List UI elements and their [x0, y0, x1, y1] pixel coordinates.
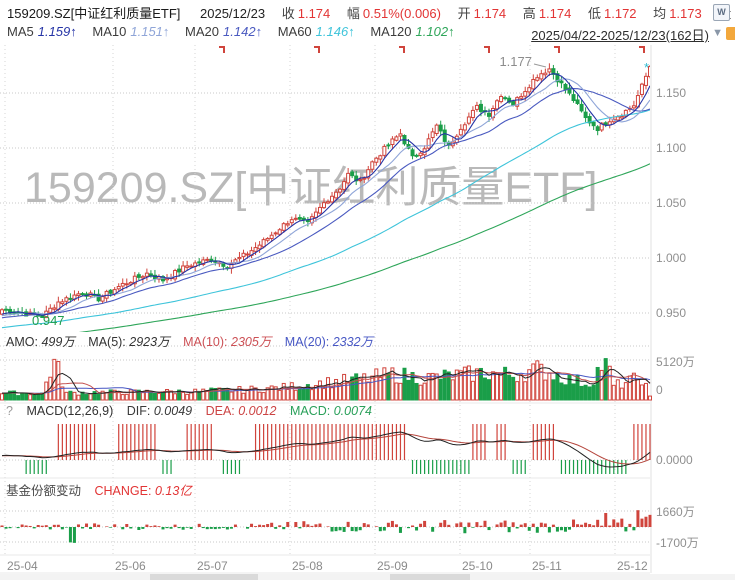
- field-open-label: 开: [457, 6, 471, 21]
- ma5-label: MA5: [7, 24, 34, 39]
- field-open-value: 1.174: [473, 6, 507, 21]
- share-tick-min: -1700万: [656, 536, 699, 550]
- ma120-value: 1.102↑: [415, 24, 455, 39]
- x-label-2512: 25-12: [617, 559, 648, 573]
- chevron-down-icon[interactable]: ▼: [712, 27, 723, 39]
- app-header: 159209.SZ[中证红利质量ETF] 2025/12/23 收 1.174 幅…: [7, 3, 731, 22]
- macd-panel-header: ? MACD(12,26,9) DIF: 0.0049 DEA: 0.0012 …: [6, 404, 382, 418]
- share-tick-max: 1660万: [656, 505, 695, 519]
- x-label-2506: 25-06: [115, 559, 146, 573]
- period-high-label: 1.177: [499, 54, 532, 69]
- last-price-marker: *: [644, 60, 649, 75]
- field-close-value: 1.174: [297, 6, 331, 21]
- field-avg-value: 1.173: [669, 6, 702, 21]
- field-high-label: 高: [522, 6, 536, 21]
- x-label-2507: 25-07: [197, 559, 228, 573]
- x-label-2508: 25-08: [292, 559, 323, 573]
- trade-date: 2025/12/23: [200, 6, 266, 21]
- field-change-value: 0.51%(0.006): [362, 6, 441, 21]
- macd-title: MACD(12,26,9): [26, 404, 114, 418]
- share-change-value: CHANGE: 0.13亿: [94, 484, 192, 498]
- macd-tick-zero: 0.0000: [656, 453, 693, 467]
- share-title: 基金份额变动: [6, 484, 82, 498]
- field-avg-label: 均: [653, 6, 667, 21]
- amo-label: AMO: 499万: [6, 335, 75, 349]
- x-label-2504: 25-04: [7, 559, 38, 573]
- ma5-value: 1.159↑: [37, 24, 77, 39]
- stock-title: 159209.SZ[中证红利质量ETF]: [7, 6, 181, 21]
- ma120-label: MA120: [370, 24, 412, 39]
- scrollbar-thumb[interactable]: [390, 574, 470, 580]
- scrollbar-thumb[interactable]: [150, 574, 258, 580]
- volume-tick-zero: 0: [656, 383, 663, 397]
- price-tick-1150: 1.150: [656, 86, 687, 100]
- ma10-label: MA10: [92, 24, 127, 39]
- gold-badge-icon[interactable]: [726, 27, 735, 40]
- x-label-2509: 25-09: [377, 559, 408, 573]
- vol-ma10: MA(10): 2305万: [183, 335, 272, 349]
- price-tick-1000: 1.000: [656, 251, 687, 265]
- vol-ma5: MA(5): 2923万: [88, 335, 170, 349]
- field-low-value: 1.172: [604, 6, 637, 21]
- help-icon[interactable]: ?: [6, 404, 13, 418]
- watermark-text: 159209.SZ[中证红利质量ETF]: [24, 164, 598, 212]
- horizontal-scrollbar[interactable]: [0, 574, 735, 580]
- x-label-2511: 25-11: [532, 559, 562, 573]
- macd-value: MACD: 0.0074: [289, 404, 372, 418]
- dif-value: DIF: 0.0049: [126, 404, 193, 418]
- volume-panel-header: AMO: 499万 MA(5): 2923万 MA(10): 2305万 MA(…: [6, 331, 383, 350]
- period-low-label: 0.947: [32, 313, 65, 328]
- dea-value: DEA: 0.0012: [205, 404, 277, 418]
- vol-ma20: MA(20): 2332万: [284, 335, 374, 349]
- share-panel-header: 基金份额变动 CHANGE: 0.13亿: [6, 480, 202, 499]
- x-label-2510: 25-10: [462, 559, 493, 573]
- price-tick-0950: 0.950: [656, 306, 687, 320]
- window-w-icon[interactable]: W: [713, 4, 730, 21]
- ma-header: MA5 1.159↑ MA10 1.151↑ MA20 1.142↑ MA60 1.14…: [7, 24, 455, 39]
- ma20-label: MA20: [185, 24, 220, 39]
- field-close-label: 收: [281, 6, 295, 21]
- ma60-value: 1.146↑: [315, 24, 355, 39]
- ma20-value: 1.142↑: [223, 24, 263, 39]
- field-low-label: 低: [587, 6, 601, 21]
- price-tick-1100: 1.100: [656, 141, 687, 155]
- ma60-label: MA60: [277, 24, 312, 39]
- volume-tick-max: 5120万: [656, 355, 695, 369]
- field-high-value: 1.174: [538, 6, 572, 21]
- field-change-label: 幅: [346, 6, 360, 21]
- date-range-selector[interactable]: 2025/04/22-2025/12/23(162日): [531, 28, 709, 43]
- ma10-value: 1.151↑: [130, 24, 170, 39]
- price-tick-1050: 1.050: [656, 196, 687, 210]
